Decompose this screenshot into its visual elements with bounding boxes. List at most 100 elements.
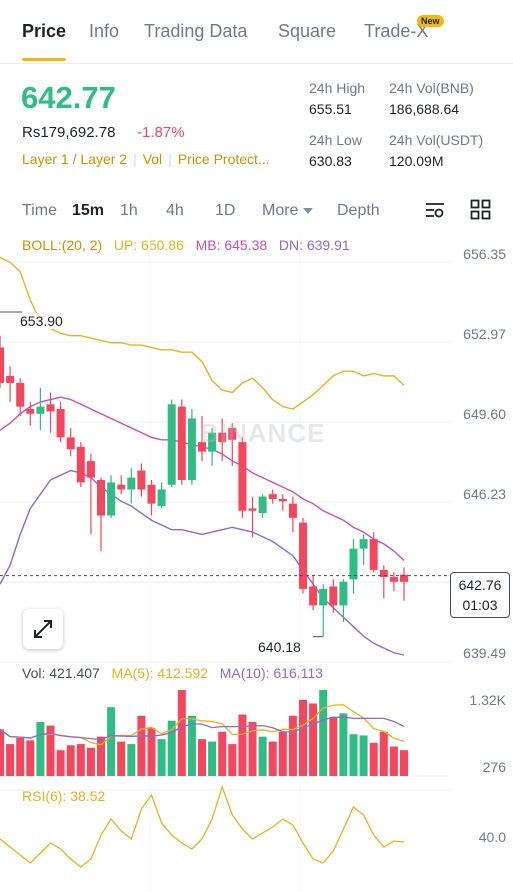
tf-more-label: More [262,202,299,219]
volume-bar [339,713,348,776]
vol-usdt-label: 24h Vol(USDT) [389,132,484,148]
candle-body [46,404,55,412]
candle-body [208,432,217,452]
high-label: 24h High [309,80,366,96]
y-tick-label: 652.97 [463,326,506,342]
expand-icon [34,620,52,638]
low-value: 630.83 [309,153,352,169]
tf-1d[interactable]: 1D [215,202,236,219]
candle-body [349,548,358,580]
last-price-box-price: 642.76 [458,577,502,593]
boll-lower-line [0,469,405,656]
candle-body [238,442,247,511]
tf-depth[interactable]: Depth [337,202,380,219]
candle-body [97,480,105,516]
candle-body [66,437,75,450]
volume-ma10-line [0,716,405,741]
candle-body [359,539,368,549]
candle-body [319,588,328,606]
volume-bar [187,715,196,776]
candle-body [117,484,126,490]
candle-body [218,432,227,443]
volume-bar [258,736,267,776]
vol-value: Vol: 421.407 [22,665,100,681]
vol-ma5: MA(5): 412.592 [111,665,209,681]
volume-bar [97,736,105,776]
high-marker-label: 653.90 [20,313,63,329]
volume-bar [299,699,307,776]
candle-body [107,482,116,516]
volume-bar [379,731,388,776]
last-price-box[interactable]: 642.76 01:03 [450,572,510,618]
tf-1h[interactable]: 1h [120,202,138,219]
volume-bar [167,720,176,776]
tab-square[interactable]: Square [278,21,337,41]
volume-bar [369,742,378,776]
chart-settings-icon[interactable] [424,199,446,221]
fullscreen-button[interactable] [23,609,63,649]
tab-trade-x[interactable]: Trade-X [364,21,429,41]
volume-bar [147,728,156,776]
high-value: 655.51 [309,101,352,117]
boll-up: UP: 650.86 [113,237,184,253]
tf-time[interactable]: Time [22,202,57,219]
volume-bar [319,690,328,776]
tab-info[interactable]: Info [89,21,120,41]
volume-bar [56,750,65,776]
candle-body [369,539,378,570]
volume-bar [177,690,186,776]
candle-body [268,494,277,499]
tab-price[interactable]: Price [22,21,67,41]
candle-body [400,574,408,582]
fiat-price: Rs179,692.78 [22,124,116,141]
boll-legend: BOLL:(20, 2) UP: 650.86 MB: 645.38 DN: 6… [22,237,350,253]
new-badge: New [417,15,444,27]
tag-vol[interactable]: Vol [142,151,163,167]
candle-body [389,577,398,582]
candle-body [76,446,85,483]
tf-15m[interactable]: 15m [72,202,105,219]
tag-price-protect[interactable]: Price Protect... [177,151,270,167]
layout-grid-icon[interactable] [470,199,491,220]
boll-mb: MB: 645.38 [195,237,268,253]
volume-bar [288,715,297,776]
volume-bar [76,744,85,776]
tf-more[interactable]: More [262,202,314,220]
volume-bar [127,744,136,776]
top-tab-bar: Price Info Trading Data Square Trade-X N… [0,0,513,64]
volume-bar [86,747,95,776]
candle-body [36,406,45,414]
volume-bar [359,735,368,776]
candle-body [379,569,388,578]
tag-layer[interactable]: Layer 1 / Layer 2 [22,151,128,167]
volume-bar [268,741,277,776]
volume-bar [36,721,45,776]
vol-ma10: MA(10): 616.113 [219,665,323,681]
candle-body [339,581,348,606]
y-tick-label: 649.60 [463,406,506,422]
tf-4h[interactable]: 4h [166,202,184,219]
volume-bar [329,717,338,776]
last-price: 642.77 [21,80,116,115]
candle-body [6,375,15,383]
candle-body [228,427,237,440]
volume-bar [117,741,126,776]
rsi-line [0,784,405,868]
y-tick-label: 639.49 [463,645,506,661]
volume-bar [0,729,4,776]
candle-body [248,508,257,511]
low-label: 24h Low [309,132,362,148]
candlestick-chart[interactable] [0,230,513,892]
volume-bar [349,734,358,776]
candle-body [288,503,297,518]
candle-body [147,484,156,504]
candle-body [187,418,196,481]
vol-bnb-value: 186,688.64 [389,101,460,117]
vol-usdt-value: 120.09M [389,153,444,169]
volume-bar [137,715,146,776]
tab-trading-data[interactable]: Trading Data [144,21,248,41]
volume-legend: Vol: 421.407 MA(5): 412.592 MA(10): 616.… [22,665,323,681]
volume-bar [157,739,166,776]
vol-tick-label: 276 [482,759,506,775]
candle-body [26,409,35,414]
